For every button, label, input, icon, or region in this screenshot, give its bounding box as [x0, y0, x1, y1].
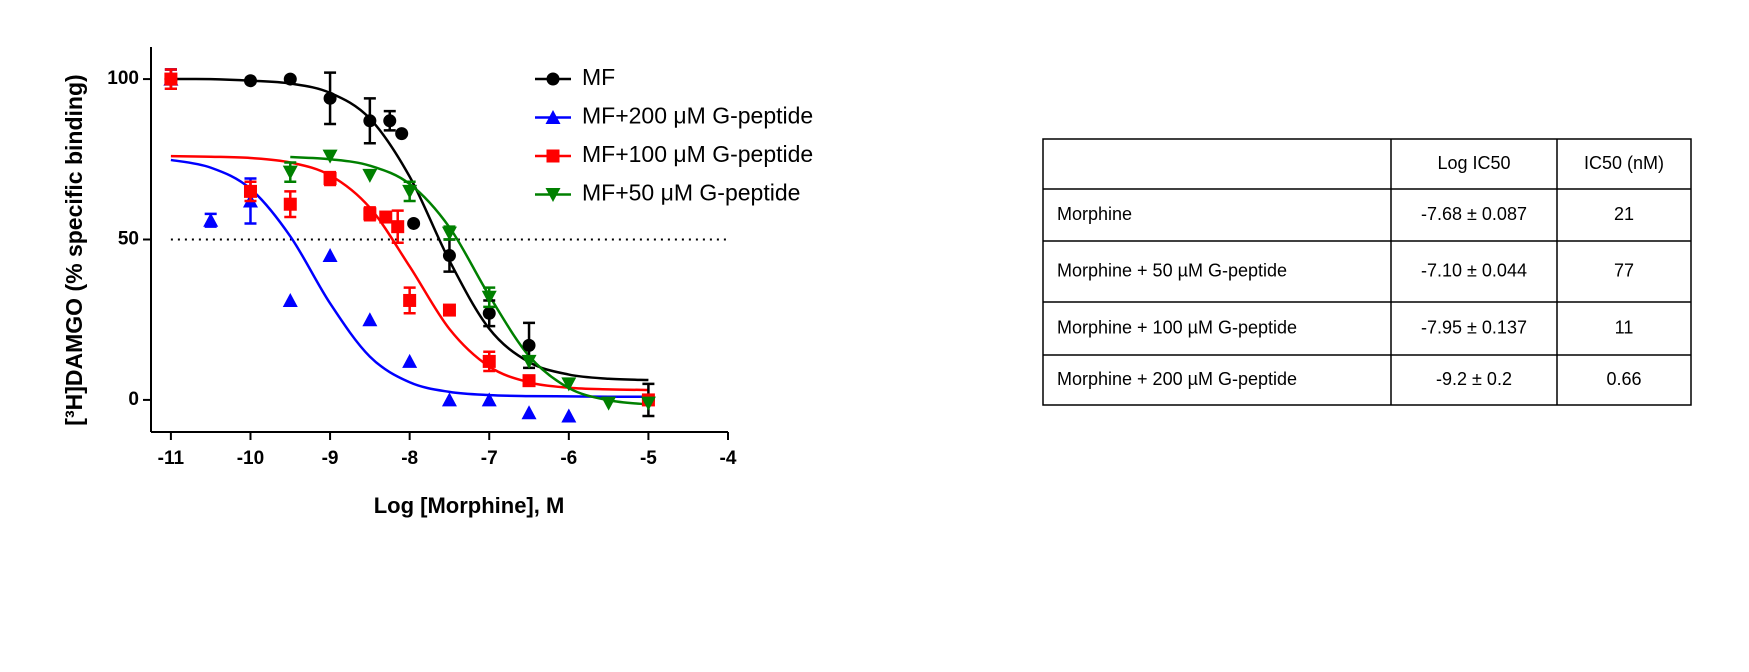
table-cell: -7.95 ± 0.137	[1421, 317, 1527, 337]
point	[441, 226, 457, 241]
point	[391, 220, 405, 234]
x-tick-label: -7	[481, 448, 498, 469]
point	[407, 216, 421, 230]
point	[243, 74, 257, 88]
point	[323, 91, 337, 105]
y-tick-label: 50	[118, 229, 139, 250]
legend-label: MF+100 μM G-peptide	[582, 141, 813, 167]
point	[203, 212, 219, 227]
point	[482, 306, 496, 320]
row-label: Morphine	[1057, 204, 1132, 224]
point	[521, 354, 537, 369]
point	[442, 249, 456, 263]
point	[323, 172, 337, 186]
point	[403, 293, 417, 307]
point	[379, 210, 393, 224]
y-axis-label: [³H]DAMGO (% specific binding)	[61, 74, 87, 425]
point	[441, 392, 457, 407]
x-tick-label: -4	[720, 448, 737, 469]
x-tick-label: -6	[560, 448, 577, 469]
y-tick-label: 0	[128, 389, 139, 410]
point	[164, 72, 178, 86]
row-label: Morphine + 100 µM G-peptide	[1057, 317, 1297, 337]
point	[402, 353, 418, 368]
legend-label: MF+200 μM G-peptide	[582, 103, 813, 129]
legend-marker	[545, 188, 561, 202]
point	[395, 127, 409, 141]
point	[601, 396, 617, 411]
table-border	[1042, 138, 1692, 406]
legend-marker	[546, 72, 560, 86]
x-axis-label: Log [Morphine], M	[374, 493, 565, 518]
point	[482, 354, 496, 368]
point	[362, 312, 378, 327]
y-tick-label: 100	[107, 68, 139, 89]
point	[442, 303, 456, 317]
legend-label: MF+50 μM G-peptide	[582, 180, 800, 206]
table-cell: -9.2 ± 0.2	[1436, 369, 1512, 389]
table-cell: -7.10 ± 0.044	[1421, 260, 1527, 280]
point	[322, 248, 338, 263]
point	[640, 396, 656, 411]
point	[561, 377, 577, 392]
point	[481, 392, 497, 407]
point	[481, 290, 497, 305]
legend-marker	[545, 110, 561, 124]
table-header: IC50 (nM)	[1584, 153, 1664, 173]
point	[522, 338, 536, 352]
x-tick-label: -11	[158, 448, 185, 469]
point	[363, 207, 377, 221]
legend-label: MF	[582, 64, 615, 90]
legend-marker	[546, 149, 560, 163]
point	[522, 374, 536, 388]
point	[521, 405, 537, 420]
point	[383, 114, 397, 128]
row-label: Morphine + 50 µM G-peptide	[1057, 260, 1287, 280]
x-tick-label: -8	[401, 448, 418, 469]
x-tick-label: -5	[640, 448, 657, 469]
table-cell: 11	[1615, 317, 1634, 337]
table	[1042, 138, 1692, 406]
point	[561, 408, 577, 423]
table-cell: 77	[1614, 260, 1634, 280]
point	[322, 149, 338, 164]
point	[402, 184, 418, 199]
point	[243, 184, 257, 198]
fit-curve	[170, 77, 649, 382]
fit-curve	[290, 155, 649, 406]
x-tick-label: -9	[322, 448, 339, 469]
point	[283, 72, 297, 86]
point	[363, 114, 377, 128]
point	[283, 197, 297, 211]
point	[282, 165, 298, 180]
table-header: Log IC50	[1437, 153, 1510, 173]
point	[362, 168, 378, 183]
table-cell: 21	[1614, 204, 1634, 224]
point	[282, 292, 298, 307]
row-label: Morphine + 200 µM G-peptide	[1057, 369, 1297, 389]
table-cell: -7.68 ± 0.087	[1421, 204, 1527, 224]
x-tick-label: -10	[237, 448, 264, 469]
table-cell: 0.66	[1606, 369, 1641, 389]
